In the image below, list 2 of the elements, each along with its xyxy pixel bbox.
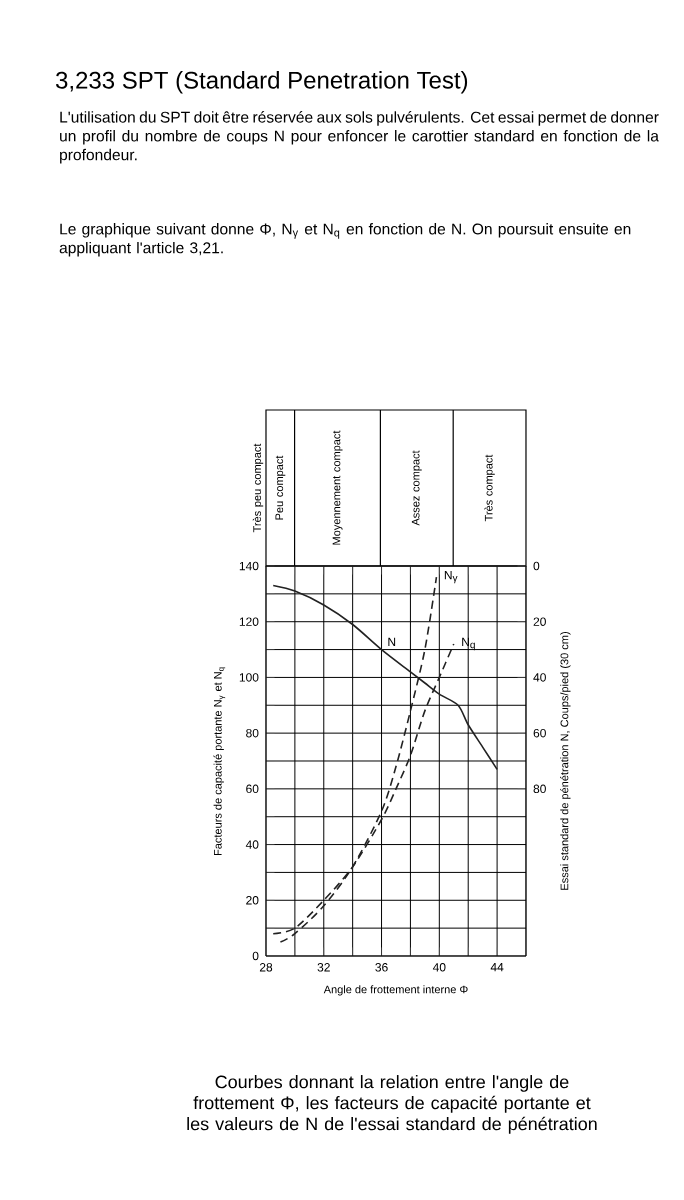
chart-title: 3,233 SPT (Standard Penetration Test) (55, 71, 468, 94)
text: Courbes donnant la relation entre l'angle de frottement Φ, les facteurs de capacité portante et les valeurs de N de l'essai standard de pénétration (187, 1075, 597, 1134)
